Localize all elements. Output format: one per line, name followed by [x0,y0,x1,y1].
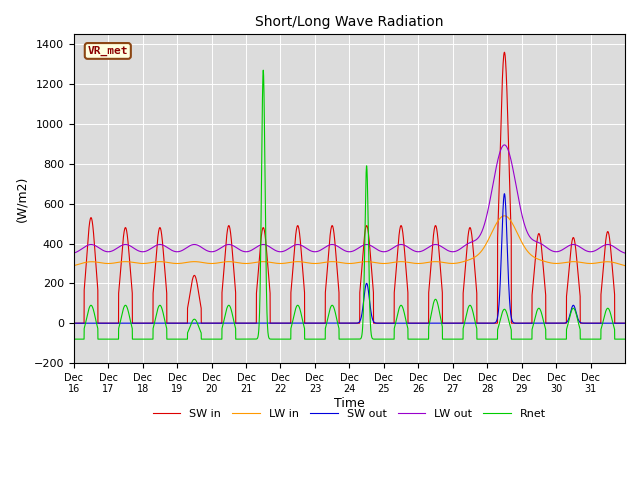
LW out [621,250,628,256]
LW in [500,213,508,219]
SW in [70,320,77,326]
LW out [500,142,508,148]
LW in [370,259,378,265]
SW in [621,320,628,326]
SW out [621,320,628,326]
X-axis label: Time: Time [334,397,365,410]
LW out [370,244,378,250]
Rnet [621,336,628,342]
Y-axis label: (W/m2): (W/m2) [15,176,28,222]
LW out [399,242,407,248]
SW out [70,320,77,326]
SW out [500,191,508,197]
SW in [528,320,536,326]
Rnet [370,336,378,342]
Rnet [528,336,536,342]
Rnet [399,306,407,312]
LW out [500,142,508,148]
LW out [70,250,77,256]
SW in [370,320,378,326]
Rnet [184,329,192,335]
SW out [500,191,508,197]
LW in [399,259,407,264]
LW in [500,213,508,219]
Line: SW out: SW out [74,194,625,323]
SW in [500,49,508,55]
LW in [528,252,536,258]
Rnet [259,67,267,73]
Rnet [500,306,508,312]
Line: Rnet: Rnet [74,70,625,339]
Rnet [70,336,77,342]
SW in [542,320,550,326]
SW out [184,320,192,326]
LW in [184,259,192,265]
Legend: SW in, LW in, SW out, LW out, Rnet: SW in, LW in, SW out, LW out, Rnet [148,404,550,423]
LW out [184,244,192,250]
LW out [528,236,536,242]
SW out [370,319,378,324]
SW out [528,320,536,326]
Rnet [542,336,550,342]
Text: VR_met: VR_met [88,46,128,56]
LW out [542,244,550,250]
LW in [621,263,628,268]
Line: SW in: SW in [74,52,625,323]
SW in [399,233,407,239]
Line: LW out: LW out [74,145,625,253]
Line: LW in: LW in [74,216,625,265]
SW in [500,49,508,55]
LW in [542,259,550,264]
SW out [542,320,550,326]
Title: Short/Long Wave Radiation: Short/Long Wave Radiation [255,15,444,29]
SW out [399,320,407,326]
LW in [70,263,77,268]
SW in [184,303,192,309]
